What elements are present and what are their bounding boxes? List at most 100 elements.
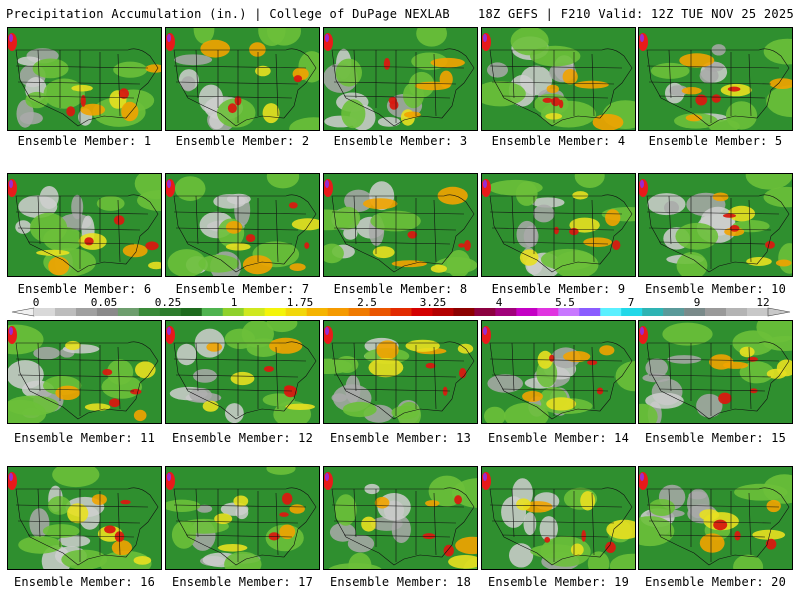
ensemble-member-label: Ensemble Member: 15 [644, 431, 787, 445]
colorbar-swatch [684, 308, 706, 316]
precipitation-map [166, 467, 319, 569]
ensemble-map-panel [638, 320, 793, 424]
ensemble-member-label: Ensemble Member: 6 [17, 282, 152, 296]
ensemble-member-label: Ensemble Member: 14 [487, 431, 630, 445]
colorbar-swatch [663, 308, 685, 316]
colorbar-tick-label: 5.5 [555, 296, 575, 309]
colorbar-tick-label: 1.75 [286, 296, 314, 309]
ensemble-member-label: Ensemble Member: 12 [171, 431, 314, 445]
colorbar-swatch [558, 308, 580, 316]
ensemble-map-panel [7, 320, 162, 424]
precipitation-map [166, 28, 319, 130]
ensemble-member-label: Ensemble Member: 1 [17, 134, 152, 148]
ensemble-map-panel [7, 27, 162, 131]
colorbar-swatch [75, 308, 98, 316]
ensemble-member-label: Ensemble Member: 16 [13, 575, 156, 589]
precipitation-map [482, 321, 635, 423]
ensemble-map-panel [7, 466, 162, 570]
colorbar-swatch [642, 308, 664, 316]
precipitation-map [482, 467, 635, 569]
ensemble-map-panel [481, 173, 636, 277]
colorbar-min-arrow [11, 307, 35, 317]
colorbar-swatch [453, 308, 475, 316]
colorbar-swatch [474, 308, 496, 316]
colorbar-tick-label: 3.25 [419, 296, 447, 309]
ensemble-map-panel [481, 466, 636, 570]
precipitation-map [8, 174, 161, 276]
ensemble-map-panel [638, 466, 793, 570]
precipitation-map [8, 467, 161, 569]
colorbar-tick-label: 12 [756, 296, 770, 309]
colorbar-swatch [180, 308, 203, 316]
colorbar-swatch [621, 308, 643, 316]
colorbar-swatch [34, 308, 56, 316]
ensemble-member-label: Ensemble Member: 4 [491, 134, 626, 148]
ensemble-map-panel [481, 27, 636, 131]
precipitation-map [639, 174, 792, 276]
colorbar-tick-label: 0.25 [154, 296, 182, 309]
ensemble-map-panel [323, 27, 478, 131]
colorbar-swatch [96, 308, 119, 316]
ensemble-map-panel [7, 173, 162, 277]
precipitation-map [166, 321, 319, 423]
ensemble-map-panel [638, 173, 793, 277]
precipitation-map [324, 174, 477, 276]
colorbar-swatch [705, 308, 727, 316]
colorbar-scale [11, 307, 791, 317]
ensemble-member-label: Ensemble Member: 10 [644, 282, 787, 296]
colorbar-swatch [726, 308, 748, 316]
ensemble-member-label: Ensemble Member: 3 [333, 134, 468, 148]
ensemble-map-panel [165, 27, 320, 131]
ensemble-member-label: Ensemble Member: 2 [175, 134, 310, 148]
colorbar-swatch [537, 308, 559, 316]
colorbar-swatch [285, 308, 307, 316]
ensemble-member-label: Ensemble Member: 5 [648, 134, 783, 148]
ensemble-member-label: Ensemble Member: 11 [13, 431, 156, 445]
ensemble-map-panel [638, 27, 793, 131]
colorbar-swatch [390, 308, 412, 316]
precipitation-map [639, 467, 792, 569]
colorbar-swatch [327, 308, 349, 316]
colorbar-tick-label: 2.5 [357, 296, 377, 309]
precipitation-map [8, 321, 161, 423]
ensemble-map-panel [323, 466, 478, 570]
ensemble-member-label: Ensemble Member: 17 [171, 575, 314, 589]
colorbar-tick-label: 0.05 [90, 296, 118, 309]
ensemble-member-label: Ensemble Member: 13 [329, 431, 472, 445]
colorbar-swatch [117, 308, 140, 316]
colorbar-swatch [411, 308, 433, 316]
ensemble-member-label: Ensemble Member: 9 [491, 282, 626, 296]
run-info: 18Z GEFS | F210 Valid: 12Z TUE NOV 25 20… [477, 7, 794, 21]
ensemble-map-panel [323, 173, 478, 277]
precipitation-map [166, 174, 319, 276]
precipitation-map [482, 174, 635, 276]
precipitation-map [324, 467, 477, 569]
ensemble-member-label: Ensemble Member: 18 [329, 575, 472, 589]
precipitation-map [482, 28, 635, 130]
colorbar-swatch [747, 308, 769, 316]
colorbar-swatch [600, 308, 622, 316]
colorbar-swatch [264, 308, 286, 316]
colorbar-swatch [159, 308, 182, 316]
colorbar-swatch [222, 308, 245, 316]
precipitation-map [324, 28, 477, 130]
colorbar-max-arrow [767, 307, 791, 317]
ensemble-map-panel [481, 320, 636, 424]
ensemble-member-label: Ensemble Member: 7 [175, 282, 310, 296]
precipitation-map [639, 321, 792, 423]
colorbar-swatch [432, 308, 454, 316]
ensemble-map-panel [323, 320, 478, 424]
colorbar-swatch [201, 308, 224, 316]
page-title: Precipitation Accumulation (in.) | Colle… [6, 7, 450, 21]
colorbar-tick-label: 9 [693, 296, 701, 309]
colorbar-tick-label: 1 [230, 296, 238, 309]
colorbar-swatch [369, 308, 391, 316]
colorbar-swatch [306, 308, 328, 316]
colorbar-swatch [54, 308, 77, 316]
precipitation-map [639, 28, 792, 130]
colorbar-swatch [495, 308, 517, 316]
ensemble-member-label: Ensemble Member: 8 [333, 282, 468, 296]
ensemble-member-label: Ensemble Member: 20 [644, 575, 787, 589]
colorbar-tick-label: 4 [495, 296, 503, 309]
ensemble-map-panel [165, 466, 320, 570]
